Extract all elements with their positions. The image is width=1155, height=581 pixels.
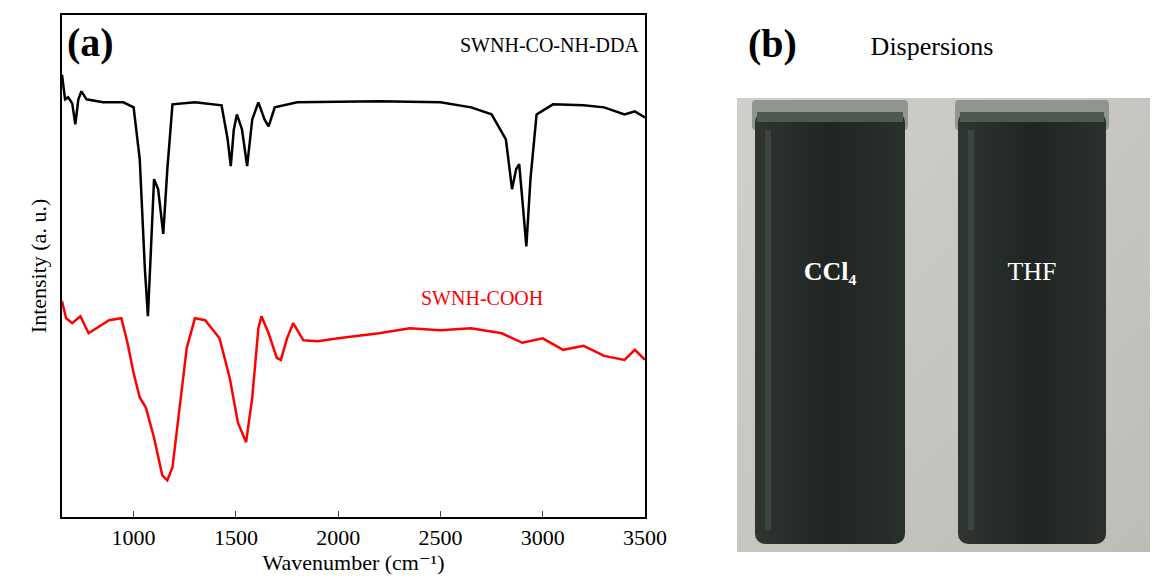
- svg-text:SWNH-CO-NH-DDA: SWNH-CO-NH-DDA: [460, 34, 639, 56]
- svg-text:(b): (b): [748, 21, 797, 66]
- svg-text:3000: 3000: [521, 525, 565, 550]
- svg-text:Dispersions: Dispersions: [871, 32, 994, 61]
- svg-text:THF: THF: [1007, 257, 1056, 286]
- svg-text:3500: 3500: [623, 525, 667, 550]
- svg-text:CCl₄: CCl₄: [804, 257, 857, 286]
- svg-text:1500: 1500: [214, 525, 258, 550]
- svg-text:2500: 2500: [418, 525, 462, 550]
- svg-text:Wavenumber (cm⁻¹): Wavenumber (cm⁻¹): [263, 550, 445, 575]
- svg-text:(a): (a): [67, 20, 114, 65]
- svg-text:2000: 2000: [316, 525, 360, 550]
- svg-text:Intensity (a. u.): Intensity (a. u.): [26, 199, 51, 333]
- svg-text:1000: 1000: [112, 525, 156, 550]
- svg-text:SWNH-COOH: SWNH-COOH: [421, 287, 543, 309]
